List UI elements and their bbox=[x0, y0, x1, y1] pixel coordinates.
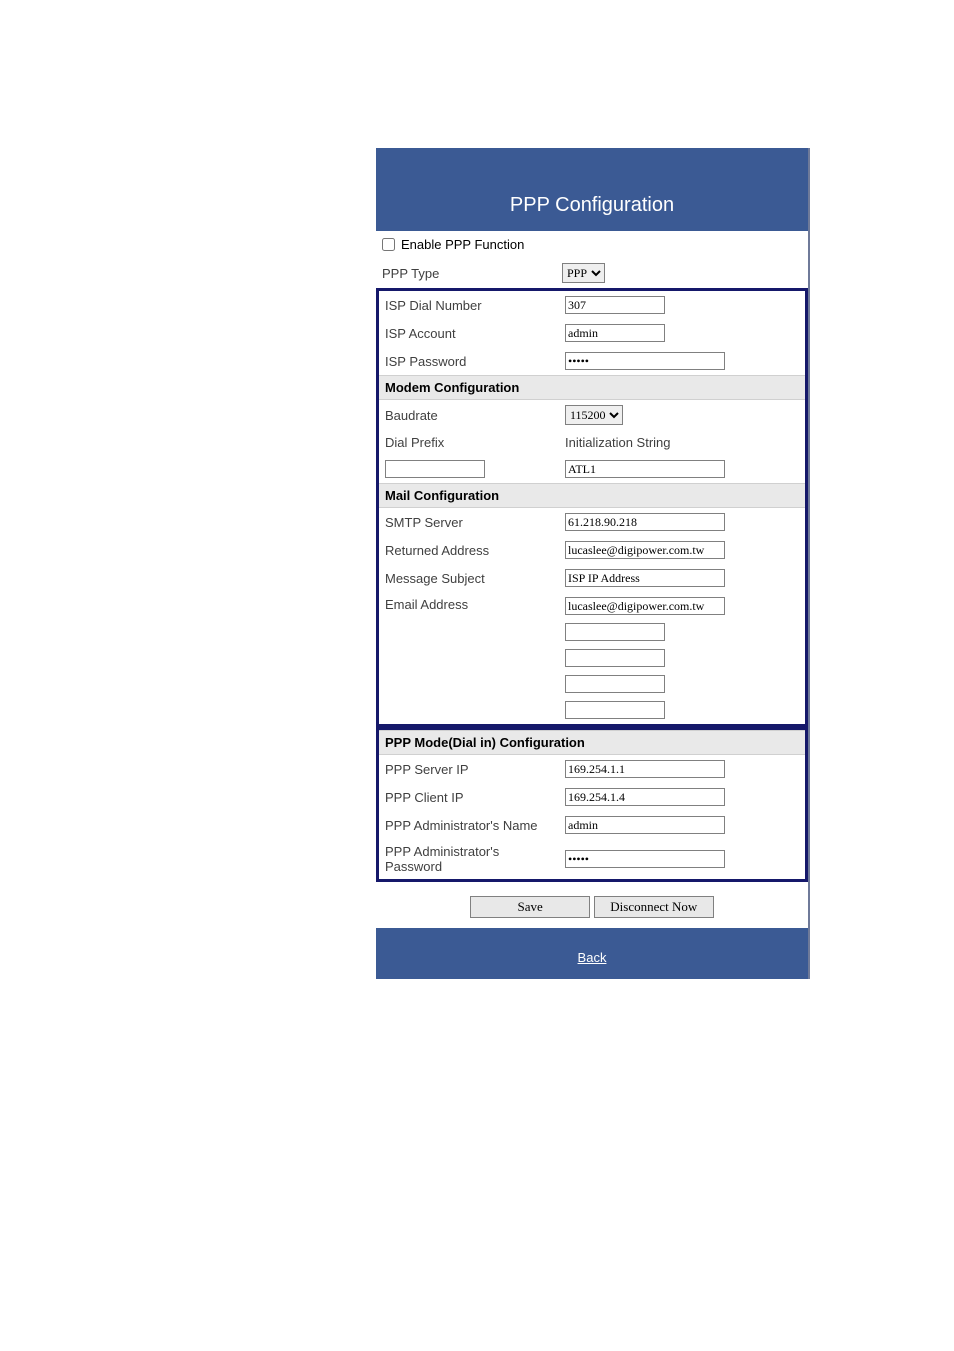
ppp-type-select[interactable]: PPP bbox=[562, 263, 605, 283]
message-subject-input[interactable] bbox=[565, 569, 725, 587]
isp-password-input[interactable] bbox=[565, 352, 725, 370]
email-address-input-1[interactable] bbox=[565, 597, 725, 615]
back-link[interactable]: Back bbox=[578, 950, 607, 965]
baudrate-label: Baudrate bbox=[379, 400, 559, 430]
enable-ppp-checkbox[interactable] bbox=[382, 238, 395, 251]
ppp-server-ip-label: PPP Server IP bbox=[379, 755, 559, 783]
ppp-mode-boxed-group: PPP Mode(Dial in) Configuration PPP Serv… bbox=[376, 727, 808, 882]
ppp-client-ip-input[interactable] bbox=[565, 788, 725, 806]
ppp-admin-password-input[interactable] bbox=[565, 850, 725, 868]
email-address-input-2[interactable] bbox=[565, 623, 665, 641]
ppp-type-table: PPP Type PPP bbox=[376, 258, 808, 288]
isp-password-label: ISP Password bbox=[379, 347, 559, 375]
isp-account-input[interactable] bbox=[565, 324, 665, 342]
page-title: PPP Configuration bbox=[376, 188, 808, 231]
enable-ppp-label: Enable PPP Function bbox=[401, 237, 524, 252]
email-address-label: Email Address bbox=[379, 592, 559, 724]
isp-dial-label: ISP Dial Number bbox=[379, 291, 559, 319]
smtp-label: SMTP Server bbox=[379, 508, 559, 536]
disconnect-button[interactable]: Disconnect Now bbox=[594, 896, 714, 918]
modem-section-header: Modem Configuration bbox=[379, 375, 805, 400]
baudrate-select[interactable]: 115200 bbox=[565, 405, 623, 425]
init-string-label: Initialization String bbox=[559, 430, 805, 455]
button-row: Save Disconnect Now bbox=[376, 882, 808, 928]
footer: Back bbox=[376, 928, 808, 979]
ppp-server-ip-input[interactable] bbox=[565, 760, 725, 778]
ppp-client-ip-label: PPP Client IP bbox=[379, 783, 559, 811]
email-address-input-4[interactable] bbox=[565, 675, 665, 693]
ppp-admin-name-input[interactable] bbox=[565, 816, 725, 834]
message-subject-label: Message Subject bbox=[379, 564, 559, 592]
ppp-config-panel: PPP Configuration Enable PPP Function PP… bbox=[376, 148, 810, 979]
ppp-mode-section-header: PPP Mode(Dial in) Configuration bbox=[379, 730, 805, 755]
isp-account-label: ISP Account bbox=[379, 319, 559, 347]
ppp-admin-password-label: PPP Administrator's Password bbox=[379, 839, 559, 879]
dial-prefix-label: Dial Prefix bbox=[379, 430, 559, 455]
ppp-type-label: PPP Type bbox=[376, 258, 556, 288]
header-band bbox=[376, 148, 808, 188]
smtp-input[interactable] bbox=[565, 513, 725, 531]
email-address-input-3[interactable] bbox=[565, 649, 665, 667]
returned-address-input[interactable] bbox=[565, 541, 725, 559]
returned-address-label: Returned Address bbox=[379, 536, 559, 564]
dial-prefix-input[interactable] bbox=[385, 460, 485, 478]
ppp-admin-name-label: PPP Administrator's Name bbox=[379, 811, 559, 839]
email-address-input-5[interactable] bbox=[565, 701, 665, 719]
upper-boxed-group: ISP Dial Number ISP Account ISP Password… bbox=[376, 288, 808, 727]
init-string-input[interactable] bbox=[565, 460, 725, 478]
save-button[interactable]: Save bbox=[470, 896, 590, 918]
mail-section-header: Mail Configuration bbox=[379, 483, 805, 508]
isp-dial-input[interactable] bbox=[565, 296, 665, 314]
enable-ppp-row: Enable PPP Function bbox=[376, 231, 808, 258]
